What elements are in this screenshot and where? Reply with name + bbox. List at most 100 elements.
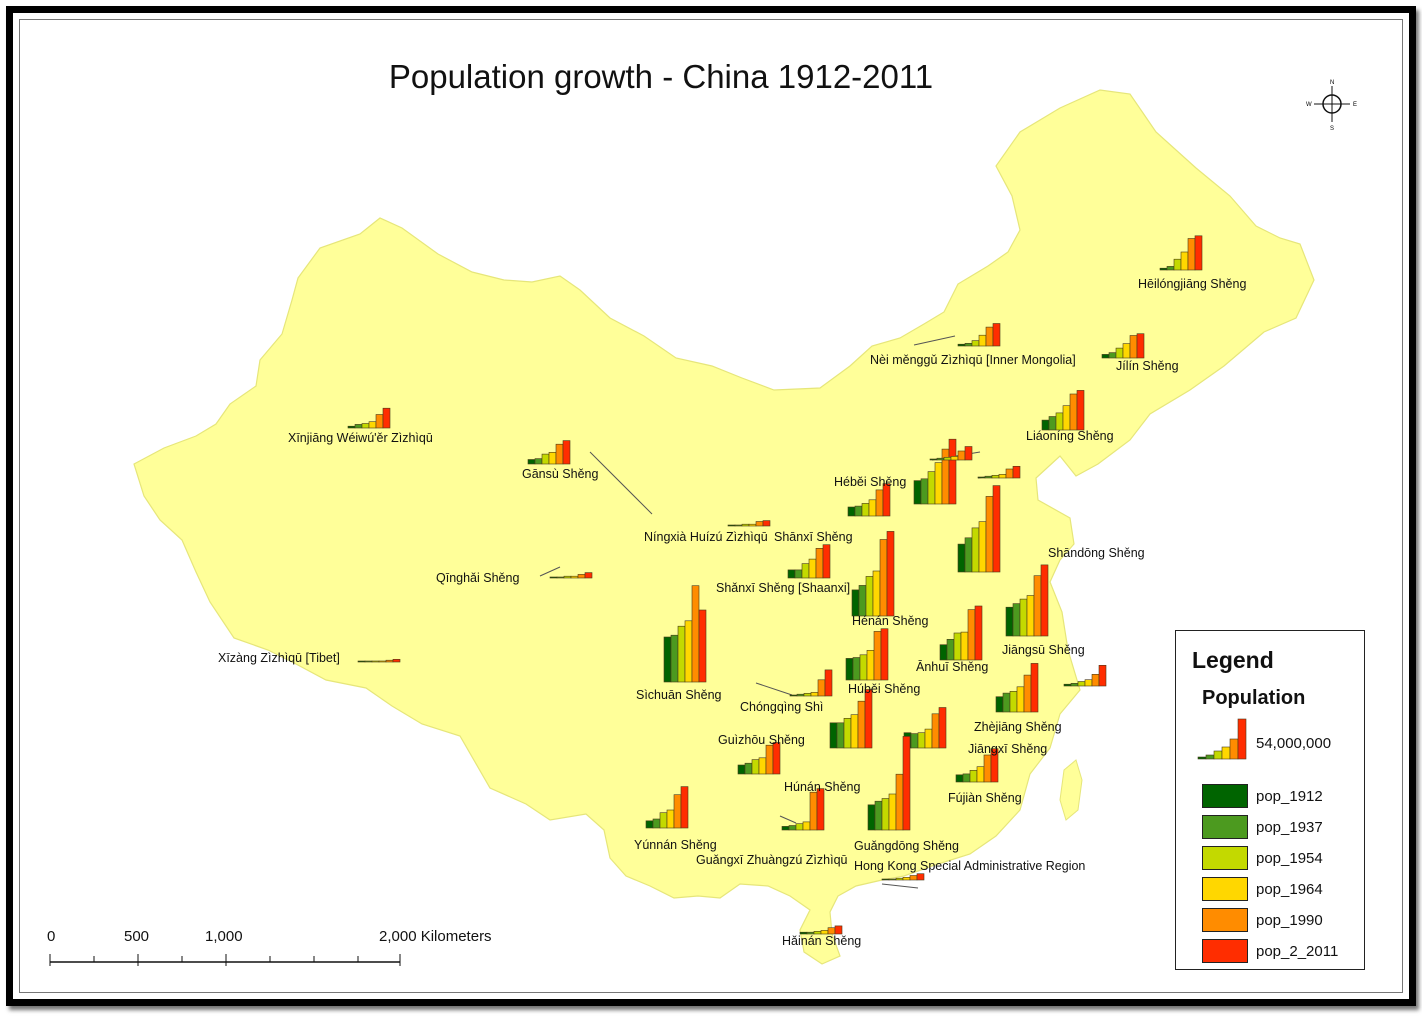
prov-25-leader-line — [779, 815, 797, 824]
prov-10-bar-pop_1954 — [801, 563, 810, 579]
prov-30-bar-pop_1912 — [1063, 683, 1072, 687]
prov-2-bar-pop_1954 — [1115, 347, 1124, 359]
prov-13-bar-pop_1912 — [357, 660, 366, 663]
prov-2-bar-pop_1937 — [1108, 352, 1117, 359]
legend-item: pop_1912 — [1202, 783, 1323, 809]
prov-13-bar-pop_1990 — [385, 659, 394, 663]
prov-1-bar-pop_2_2011 — [992, 323, 1001, 347]
prov-2-bar-pop_1990 — [1129, 335, 1138, 359]
prov-25-bar-pop_1990 — [809, 791, 818, 831]
prov-3-bar-pop_1964 — [1062, 405, 1071, 431]
prov-23-bar-pop_1990 — [983, 754, 992, 783]
prov-5-bar-pop_1964 — [548, 451, 557, 465]
prov-4-bar-pop_1954 — [361, 423, 370, 429]
legend-sample-bar-1 — [1205, 754, 1215, 760]
prov-1-bar-pop_1964 — [978, 334, 987, 347]
prov-17-bar-pop_1954 — [859, 654, 868, 681]
prov-14-chart — [663, 585, 707, 683]
prov-27-leader-line — [881, 883, 919, 889]
prov-0-bar-pop_1912 — [1159, 267, 1168, 271]
prov-0-bar-pop_1964 — [1180, 251, 1189, 271]
prov-27-bar-pop_2_2011 — [916, 873, 925, 881]
prov-25-bar-pop_1912 — [781, 826, 790, 831]
prov-15-chart — [1005, 564, 1049, 637]
prov-16-bar-pop_1954 — [953, 632, 962, 661]
prov-14-bar-pop_1912 — [663, 636, 672, 683]
prov-19-bar-pop_1990 — [1023, 674, 1032, 713]
scale-tick-2000: 2,000 Kilometers — [379, 928, 492, 945]
prov-25-label: Guǎngxī Zhuàngzú Zìzhìqū — [696, 853, 848, 867]
prov-16-chart — [939, 605, 983, 661]
prov-12-bar-pop_1964 — [872, 570, 881, 617]
prov-3-bar-pop_1990 — [1069, 393, 1078, 431]
prov-25-bar-pop_1954 — [795, 823, 804, 831]
prov-23-bar-pop_2_2011 — [990, 748, 999, 783]
prov-24-bar-pop_1937 — [652, 818, 661, 829]
prov-5-bar-pop_1912 — [527, 459, 536, 465]
prov-23-label: Fújiàn Shěng — [948, 791, 1022, 805]
legend-sample-chart — [1197, 718, 1247, 760]
prov-23-bar-pop_1964 — [976, 766, 985, 783]
prov-15-bar-pop_2_2011 — [1040, 564, 1049, 637]
prov-6-bar-pop_1954 — [927, 471, 936, 505]
prov-19-label: Zhèjiāng Shěng — [974, 720, 1062, 734]
scale-tick-500: 500 — [124, 928, 150, 945]
prov-7-label: Níngxià Huízú Zìzhìqū — [644, 530, 768, 544]
prov-4-bar-pop_2_2011 — [382, 407, 391, 429]
prov-31-chart — [929, 446, 973, 461]
prov-24-bar-pop_1990 — [673, 794, 682, 829]
prov-9-bar-pop_1937 — [556, 576, 565, 579]
prov-28-chart — [799, 925, 843, 935]
prov-12-bar-pop_1937 — [858, 585, 867, 617]
prov-8-bar-pop_1912 — [847, 506, 856, 517]
prov-15-bar-pop_1954 — [1019, 598, 1028, 637]
prov-22-label: Húnán Shěng — [784, 780, 861, 794]
prov-26-bar-pop_1964 — [888, 793, 897, 831]
prov-18-bar-pop_1937 — [796, 693, 805, 697]
prov-18-bar-pop_1964 — [810, 692, 819, 697]
prov-1-label: Nèi měnggǔ Zìzhìqū [Inner Mongolia] — [870, 353, 1076, 367]
prov-15-bar-pop_1912 — [1005, 606, 1014, 637]
prov-5-bar-pop_1937 — [534, 458, 543, 465]
prov-0-bar-pop_2_2011 — [1194, 235, 1203, 271]
prov-29-bar-pop_1954 — [991, 474, 1000, 479]
legend-item: pop_1990 — [1202, 907, 1323, 933]
prov-20-bar-pop_1964 — [850, 714, 859, 749]
taiwan-landmass — [1059, 759, 1083, 821]
prov-15-bar-pop_1964 — [1026, 595, 1035, 637]
prov-9-bar-pop_2_2011 — [584, 572, 593, 579]
prov-31-bar-pop_1912 — [929, 458, 938, 461]
prov-11-bar-pop_1954 — [971, 527, 980, 573]
prov-27-bar-pop_1990 — [909, 875, 918, 881]
prov-16-bar-pop_2_2011 — [974, 605, 983, 661]
compass-s: S — [1330, 126, 1334, 132]
prov-18-bar-pop_2_2011 — [824, 669, 833, 697]
prov-1-bar-pop_1937 — [964, 342, 973, 347]
prov-24-chart — [645, 786, 689, 829]
prov-29-bar-pop_1937 — [984, 475, 993, 479]
prov-18-leader-line — [755, 682, 793, 696]
legend: Legend Population 54,000,000 pop_1912 pop… — [1175, 630, 1365, 970]
prov-7-chart — [727, 520, 771, 527]
prov-23-bar-pop_1937 — [962, 773, 971, 783]
prov-4-chart — [347, 407, 391, 429]
prov-10-bar-pop_2_2011 — [822, 544, 831, 579]
prov-29-bar-pop_1912 — [977, 476, 986, 479]
prov-21-label: Jiāngxī Shěng — [968, 742, 1048, 756]
prov-13-chart — [357, 658, 401, 663]
prov-9-bar-pop_1964 — [570, 575, 579, 579]
prov-14-bar-pop_1964 — [684, 620, 693, 683]
prov-19-bar-pop_1912 — [995, 696, 1004, 713]
prov-5-chart — [527, 440, 571, 465]
legend-item-label: pop_1990 — [1256, 911, 1323, 929]
chart-glyphs — [347, 235, 1203, 935]
prov-3-bar-pop_2_2011 — [1076, 390, 1085, 431]
prov-29-chart — [977, 465, 1021, 479]
legend-swatch — [1202, 908, 1248, 932]
legend-item: pop_1937 — [1202, 814, 1323, 840]
prov-18-bar-pop_1954 — [803, 692, 812, 697]
prov-19-bar-pop_1937 — [1002, 692, 1011, 713]
prov-24-label: Yúnnán Shěng — [634, 838, 717, 852]
compass: N S E W — [1306, 80, 1357, 132]
legend-swatch — [1202, 877, 1248, 901]
